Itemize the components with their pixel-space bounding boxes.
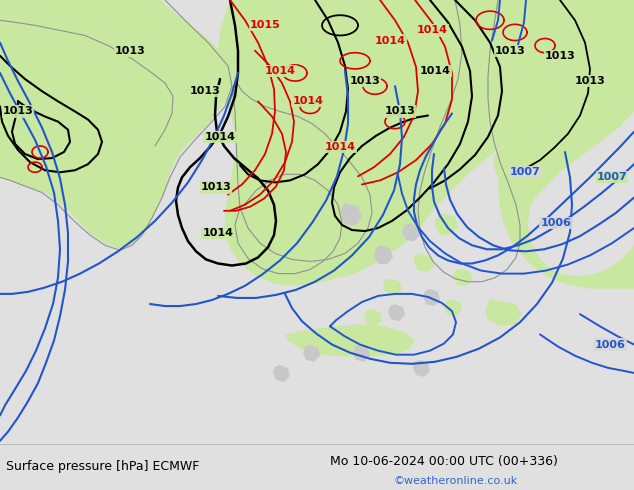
- Text: 1006: 1006: [541, 218, 571, 228]
- Polygon shape: [498, 0, 634, 289]
- Text: ©weatheronline.co.uk: ©weatheronline.co.uk: [393, 476, 517, 486]
- Text: Surface pressure [hPa] ECMWF: Surface pressure [hPa] ECMWF: [6, 460, 200, 473]
- Text: 1013: 1013: [190, 86, 221, 96]
- Polygon shape: [88, 101, 115, 130]
- Polygon shape: [423, 289, 440, 306]
- Polygon shape: [383, 279, 402, 295]
- Text: 1013: 1013: [115, 46, 145, 56]
- Polygon shape: [413, 360, 430, 377]
- Polygon shape: [435, 213, 458, 235]
- Polygon shape: [414, 253, 435, 271]
- Text: Mo 10-06-2024 00:00 UTC (00+336): Mo 10-06-2024 00:00 UTC (00+336): [330, 455, 557, 468]
- Polygon shape: [0, 0, 235, 248]
- Text: 1015: 1015: [250, 21, 280, 30]
- Text: 1013: 1013: [545, 51, 576, 61]
- Polygon shape: [285, 324, 415, 357]
- Text: 1013: 1013: [200, 182, 231, 193]
- Polygon shape: [160, 0, 634, 286]
- Text: 1013: 1013: [574, 76, 605, 86]
- Text: 1014: 1014: [292, 97, 323, 106]
- Polygon shape: [353, 344, 370, 362]
- Polygon shape: [402, 223, 420, 241]
- Text: 1013: 1013: [385, 106, 415, 117]
- Text: 1014: 1014: [417, 25, 448, 35]
- Polygon shape: [388, 304, 405, 321]
- Polygon shape: [444, 299, 462, 316]
- Polygon shape: [374, 245, 393, 265]
- Text: 1014: 1014: [420, 66, 451, 76]
- Text: 1013: 1013: [495, 46, 526, 56]
- Text: 1014: 1014: [375, 36, 406, 46]
- Text: 1013: 1013: [3, 106, 34, 117]
- Polygon shape: [364, 309, 382, 326]
- Polygon shape: [99, 147, 120, 170]
- Polygon shape: [337, 132, 408, 203]
- Polygon shape: [453, 269, 473, 286]
- Text: 1014: 1014: [264, 66, 295, 76]
- Polygon shape: [233, 193, 290, 248]
- Polygon shape: [340, 203, 362, 225]
- Text: 1007: 1007: [597, 172, 628, 182]
- Text: 1013: 1013: [349, 76, 380, 86]
- Text: 1014: 1014: [202, 228, 233, 238]
- Text: 1014: 1014: [205, 132, 235, 142]
- Polygon shape: [235, 132, 360, 253]
- Text: 1006: 1006: [595, 340, 625, 349]
- Polygon shape: [303, 344, 320, 362]
- Polygon shape: [493, 147, 530, 180]
- Polygon shape: [0, 81, 100, 142]
- Polygon shape: [409, 177, 435, 201]
- Text: 1014: 1014: [325, 142, 356, 152]
- Polygon shape: [485, 299, 522, 326]
- Polygon shape: [273, 365, 290, 382]
- Text: 1007: 1007: [510, 167, 540, 177]
